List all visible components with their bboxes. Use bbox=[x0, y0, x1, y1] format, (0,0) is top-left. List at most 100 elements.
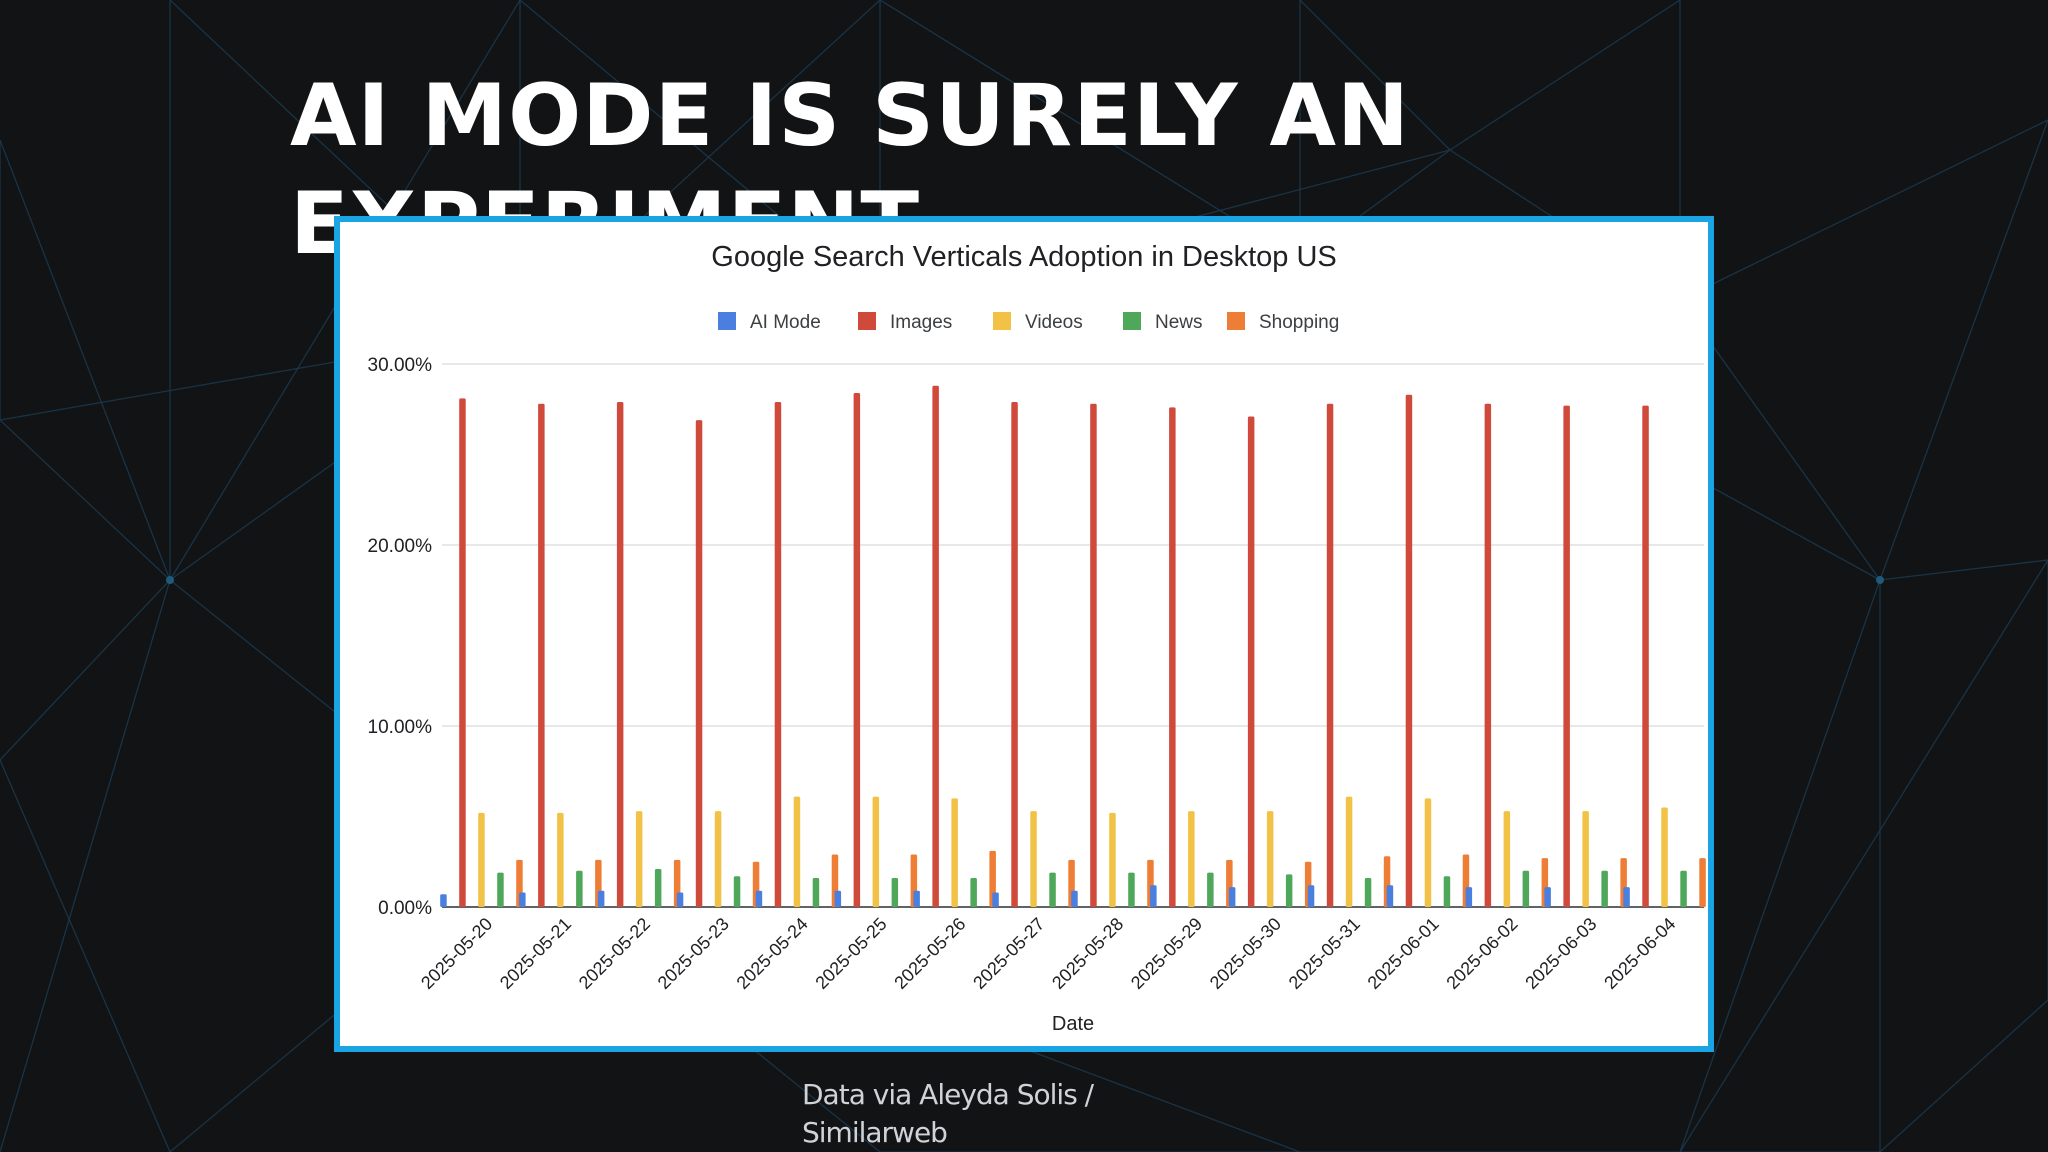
bar-videos bbox=[478, 812, 485, 907]
background-line bbox=[1449, 0, 1681, 151]
background-node bbox=[166, 576, 174, 584]
x-tick-label: 2025-06-03 bbox=[1521, 914, 1600, 993]
x-tick-label: 2025-05-25 bbox=[811, 914, 890, 993]
bar-videos bbox=[872, 796, 880, 907]
bar-images bbox=[1484, 403, 1492, 907]
y-tick-label: 10.00% bbox=[368, 717, 433, 738]
bar-images bbox=[1563, 405, 1570, 907]
bar-news bbox=[1049, 872, 1056, 907]
bar-images bbox=[1326, 403, 1334, 907]
background-node bbox=[1876, 576, 1884, 584]
bar-videos bbox=[1109, 812, 1116, 907]
bar-images bbox=[1642, 405, 1649, 907]
bar-news bbox=[1680, 870, 1687, 907]
bar-ai-mode bbox=[440, 894, 447, 907]
bar-ai-mode bbox=[913, 890, 920, 907]
bar-ai-mode bbox=[1465, 887, 1473, 907]
bar-images bbox=[1247, 416, 1255, 907]
bar-news bbox=[654, 869, 662, 907]
bar-ai-mode bbox=[1386, 885, 1394, 907]
bar-images bbox=[932, 385, 939, 907]
bar-images bbox=[459, 398, 466, 907]
bar-videos bbox=[793, 796, 801, 907]
bar-images bbox=[616, 402, 624, 907]
bar-videos bbox=[714, 811, 722, 907]
bar-news bbox=[1207, 872, 1214, 907]
x-axis-label: Date bbox=[1052, 1013, 1094, 1035]
bar-videos bbox=[1424, 798, 1432, 907]
bar-videos bbox=[1345, 796, 1353, 907]
legend-swatch bbox=[718, 312, 736, 330]
bar-ai-mode bbox=[755, 890, 763, 907]
bar-ai-mode bbox=[1071, 890, 1078, 907]
bar-news bbox=[891, 878, 899, 907]
background-line bbox=[1879, 559, 2048, 581]
bar-ai-mode bbox=[519, 892, 526, 907]
bar-ai-mode bbox=[992, 892, 999, 907]
legend-swatch bbox=[993, 312, 1011, 330]
source-caption-line-1: Data via Aleyda Solis / bbox=[802, 1078, 1094, 1111]
background-line bbox=[0, 419, 171, 581]
bar-news bbox=[1285, 874, 1293, 907]
y-tick-label: 0.00% bbox=[378, 898, 432, 919]
bar-shopping bbox=[1699, 858, 1706, 907]
legend-label: Videos bbox=[1025, 312, 1083, 333]
x-tick-label: 2025-05-29 bbox=[1127, 914, 1206, 993]
bar-news bbox=[1364, 878, 1372, 907]
bar-news bbox=[1522, 870, 1530, 907]
legend-swatch bbox=[1123, 312, 1141, 330]
bar-ai-mode bbox=[834, 890, 842, 907]
bar-ai-mode bbox=[1228, 887, 1236, 907]
bar-news bbox=[1443, 876, 1451, 907]
bar-ai-mode bbox=[1150, 885, 1157, 907]
bar-images bbox=[695, 420, 703, 907]
x-tick-label: 2025-05-23 bbox=[654, 914, 733, 993]
bar-videos bbox=[1188, 811, 1195, 907]
legend-label: Images bbox=[890, 312, 952, 333]
source-caption: Data via Aleyda Solis / Similarweb bbox=[802, 1076, 1222, 1152]
bar-videos bbox=[1503, 811, 1511, 907]
bar-images bbox=[1169, 407, 1176, 907]
bar-ai-mode bbox=[1307, 885, 1315, 907]
background-line bbox=[1299, 0, 1451, 151]
bar-videos bbox=[635, 811, 643, 907]
x-tick-label: 2025-06-02 bbox=[1442, 914, 1521, 993]
bar-news bbox=[1128, 872, 1135, 907]
bar-images bbox=[774, 402, 782, 907]
y-tick-label: 20.00% bbox=[368, 536, 433, 557]
x-tick-label: 2025-05-20 bbox=[417, 914, 496, 993]
bar-ai-mode bbox=[1544, 887, 1551, 907]
background-line bbox=[1679, 119, 2048, 301]
bar-images bbox=[1405, 394, 1413, 907]
bar-ai-mode bbox=[676, 892, 684, 907]
bar-videos bbox=[1030, 811, 1037, 907]
bar-chart: Google Search Verticals Adoption in Desk… bbox=[368, 241, 1706, 1035]
x-tick-label: 2025-06-04 bbox=[1600, 914, 1679, 993]
bar-ai-mode bbox=[1623, 887, 1630, 907]
bar-images bbox=[853, 393, 861, 907]
bar-images bbox=[538, 403, 545, 907]
chart-frame: Google Search Verticals Adoption in Desk… bbox=[334, 216, 1714, 1052]
x-tick-label: 2025-06-01 bbox=[1364, 914, 1443, 993]
bar-videos bbox=[951, 798, 958, 907]
x-tick-label: 2025-05-27 bbox=[969, 914, 1048, 993]
background-line bbox=[0, 579, 171, 761]
background-line bbox=[1879, 999, 2048, 1152]
background-line bbox=[0, 139, 171, 581]
bar-images bbox=[1011, 402, 1018, 907]
legend-label: AI Mode bbox=[750, 312, 821, 333]
bar-videos bbox=[1266, 811, 1274, 907]
legend-swatch bbox=[1227, 312, 1245, 330]
bar-news bbox=[733, 876, 741, 907]
legend-label: Shopping bbox=[1259, 312, 1339, 333]
bar-videos bbox=[557, 812, 564, 907]
y-tick-label: 30.00% bbox=[368, 355, 433, 376]
bar-images bbox=[1090, 403, 1097, 907]
bar-news bbox=[970, 878, 977, 907]
x-tick-label: 2025-05-28 bbox=[1048, 914, 1127, 993]
x-tick-label: 2025-05-31 bbox=[1285, 914, 1364, 993]
chart-title: Google Search Verticals Adoption in Desk… bbox=[711, 241, 1336, 273]
background-line bbox=[1679, 559, 2048, 1152]
x-tick-label: 2025-05-26 bbox=[890, 914, 969, 993]
